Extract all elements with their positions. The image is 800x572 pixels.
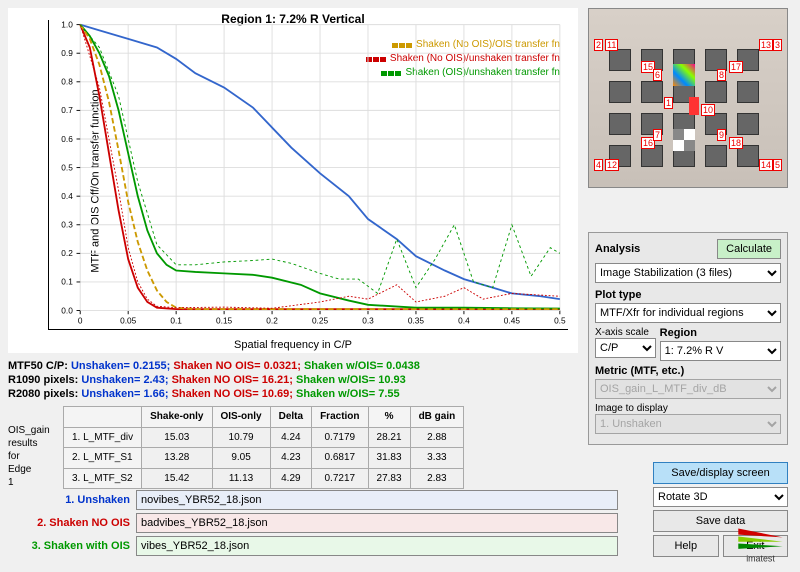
control-panel: Calculate Analysis Image Stabilization (… [588, 232, 788, 445]
summary-block: MTF50 C/P: Unshaken= 0.2155; Shaken NO O… [8, 360, 578, 489]
svg-text:0.1: 0.1 [170, 315, 182, 325]
file-path-input[interactable] [136, 536, 618, 556]
region-thumbnail[interactable]: 211133156817110167918412145 [588, 8, 788, 188]
image-display-select: 1. Unshaken [595, 414, 781, 434]
svg-text:0.45: 0.45 [504, 315, 521, 325]
plot-type-select[interactable]: MTF/Xfr for individual regions [595, 303, 781, 323]
file-label: 3. Shaken with OIS [8, 540, 136, 552]
svg-text:0.25: 0.25 [312, 315, 329, 325]
rotate-select[interactable]: Rotate 3D [653, 487, 788, 507]
file-path-input[interactable] [136, 513, 618, 533]
mtf-chart: MTF and OIS Off/On transfer function Spa… [8, 8, 578, 353]
itd-label: Image to display [595, 403, 781, 414]
svg-text:0.3: 0.3 [362, 315, 374, 325]
svg-text:0.4: 0.4 [458, 315, 470, 325]
svg-text:0.2: 0.2 [266, 315, 278, 325]
plot-type-label: Plot type [595, 289, 781, 301]
file-label: 1. Unshaken [8, 494, 136, 506]
metric-label: Metric (MTF, etc.) [595, 365, 781, 377]
help-button[interactable]: Help [653, 535, 719, 557]
region-label: Region [660, 327, 781, 339]
table-side-label: OIS_gainresultsforEdge1 [8, 406, 63, 489]
svg-text:0.9: 0.9 [61, 48, 73, 58]
plot-area: 0 0.05 0.1 0.15 0.2 0.25 0.3 0.35 0.4 0.45 0.5 0.0 0… [48, 20, 568, 330]
xaxis-label: X-axis scale [595, 327, 656, 338]
region-select[interactable]: 1: 7.2% R V [660, 341, 781, 361]
file-path-input[interactable] [136, 490, 618, 510]
svg-text:0.3: 0.3 [61, 220, 73, 230]
svg-text:0.8: 0.8 [61, 77, 73, 87]
svg-text:0.1: 0.1 [61, 277, 73, 287]
svg-text:imatest: imatest [746, 553, 775, 563]
imatest-logo: imatest [733, 524, 788, 564]
svg-text:0.5: 0.5 [61, 162, 73, 172]
calculate-button[interactable]: Calculate [717, 239, 781, 259]
svg-text:0.35: 0.35 [408, 315, 425, 325]
file-inputs: 1. Unshaken 2. Shaken NO OIS 3. Shaken wit… [8, 490, 618, 559]
results-table: Shake-onlyOIS-onlyDeltaFraction%dB gain1… [63, 406, 464, 489]
svg-text:0.7: 0.7 [61, 105, 73, 115]
analysis-select[interactable]: Image Stabilization (3 files) [595, 263, 781, 283]
x-axis-label: Spatial frequency in C/P [234, 339, 352, 351]
save-screen-button[interactable]: Save/display screen [653, 462, 788, 484]
svg-text:0: 0 [78, 315, 83, 325]
xaxis-select[interactable]: C/P [595, 338, 656, 358]
svg-text:0.0: 0.0 [61, 305, 73, 315]
svg-text:0.2: 0.2 [61, 248, 73, 258]
svg-text:0.15: 0.15 [216, 315, 233, 325]
svg-text:0.4: 0.4 [61, 191, 73, 201]
svg-text:0.05: 0.05 [120, 315, 137, 325]
svg-text:0.6: 0.6 [61, 134, 73, 144]
file-label: 2. Shaken NO OIS [8, 517, 136, 529]
metric-select: OIS_gain_L_MTF_div_dB [595, 379, 781, 399]
svg-text:1.0: 1.0 [61, 19, 73, 29]
svg-text:0.5: 0.5 [554, 315, 566, 325]
